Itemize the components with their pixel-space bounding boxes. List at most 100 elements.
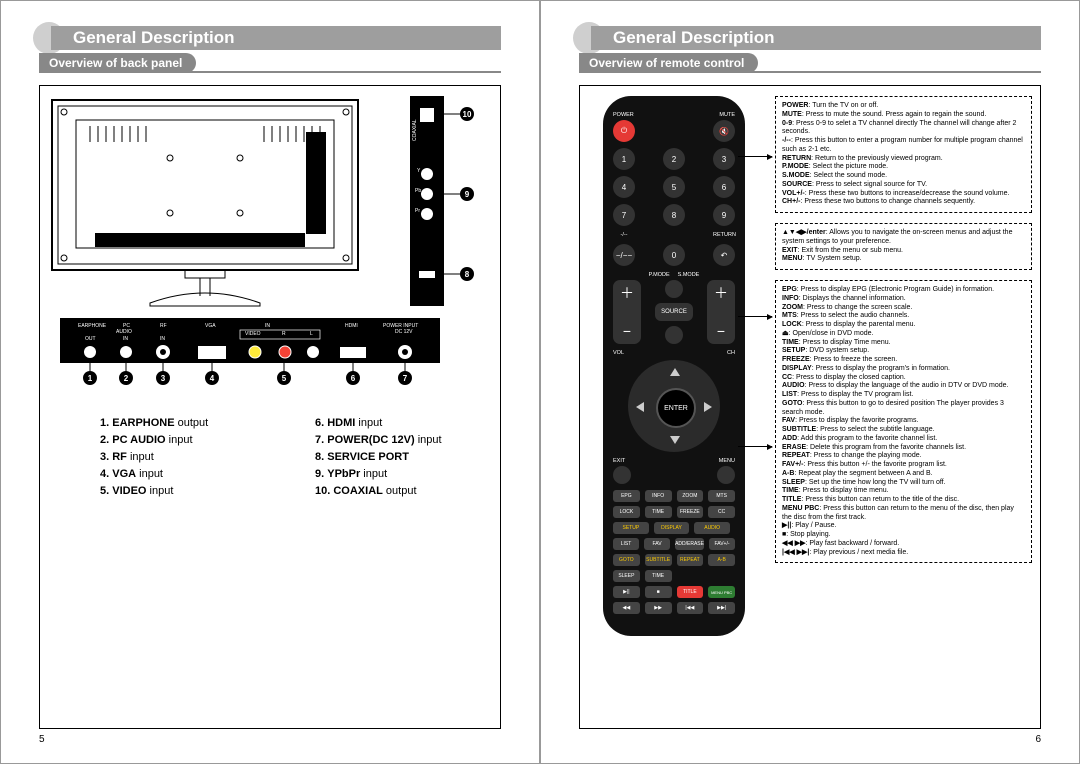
power-icon: ⏻ — [613, 120, 635, 142]
callout-2: 2 — [119, 371, 133, 385]
func-grid-1: EPGINFOZOOMMTS — [613, 490, 735, 502]
desc-line: TIME: Press to display time menu. — [782, 487, 1025, 496]
title-btn: TITLE — [677, 586, 704, 598]
desc-line: REPEAT: Press to change the playing mode… — [782, 452, 1025, 461]
func-btn: CC — [708, 506, 735, 518]
port-item: 5. VIDEO input — [100, 485, 275, 497]
desc-line: TIME: Press to display Time menu. — [782, 339, 1025, 348]
desc-line: POWER: Turn the TV on or off. — [782, 102, 1025, 111]
desc-line: LIST: Press to display the TV program li… — [782, 391, 1025, 400]
callout-9: 9 — [460, 187, 474, 201]
desc-line: EXIT: Exit from the menu or sub menu. — [782, 247, 1025, 256]
func-btn: MTS — [708, 490, 735, 502]
leader-2 — [738, 316, 772, 317]
desc-line: DISPLAY: Press to display the program's … — [782, 365, 1025, 374]
func-btn: EPG — [613, 490, 640, 502]
brand-logo: RCA — [613, 638, 735, 655]
desc-line: FAV+/-: Press this button +/- the favori… — [782, 461, 1025, 470]
svg-text:IN: IN — [265, 323, 270, 329]
transport-row: ▶|| ■ TITLE MENU PBC — [613, 586, 735, 598]
dpad: ENTER — [628, 360, 720, 452]
page-right: General Description Overview of remote c… — [540, 0, 1080, 764]
label-smode: S.MODE — [678, 272, 700, 278]
port-item: 4. VGA input — [100, 468, 275, 480]
svg-text:Pb: Pb — [415, 188, 421, 194]
port-item: 3. RF input — [100, 451, 275, 463]
num-0: 0 — [663, 244, 685, 266]
func-grid-6: SLEEP TIME — [613, 570, 735, 582]
callout-4: 4 — [205, 371, 219, 385]
svg-text:AUDIO: AUDIO — [116, 329, 132, 335]
num-8: 8 — [663, 204, 685, 226]
subsection-heading: Overview of back panel — [39, 53, 501, 73]
section-heading: General Description — [579, 25, 1041, 51]
desc-line: 0-9: Press 0-9 to selet a TV channel dir… — [782, 120, 1025, 138]
svg-text:COAXIAL: COAXIAL — [412, 119, 418, 141]
port-item: 9. YPbPr input — [315, 468, 490, 480]
content-frame: COAXIAL Y Pb Pr — [39, 85, 501, 729]
port-item: 7. POWER(DC 12V) input — [315, 434, 490, 446]
svg-text:OUT: OUT — [85, 336, 96, 342]
desc-line: CC: Press to display the closed caption. — [782, 374, 1025, 383]
vol-rocker: ＋− — [613, 280, 641, 344]
ff-icon: ▶▶ — [645, 602, 672, 614]
pmode-btn — [665, 280, 683, 298]
desc-line: ▶||: Play / Pause. — [782, 522, 1025, 531]
func-btn: A-B — [708, 554, 735, 566]
func-grid-2: LOCKTIMEFREEZECC — [613, 506, 735, 518]
source-btn: SOURCE — [655, 303, 693, 321]
func-btn: ZOOM — [677, 490, 704, 502]
prev-icon: |◀◀ — [677, 602, 704, 614]
port-item: 1. EARPHONE output — [100, 417, 275, 429]
port-item: 2. PC AUDIO input — [100, 434, 275, 446]
return-btn: ↶ — [713, 244, 735, 266]
callout-5: 5 — [277, 371, 291, 385]
desc-line: ADD: Add this program to the favorite ch… — [782, 435, 1025, 444]
desc-line: RETURN: Return to the previously viewed … — [782, 155, 1025, 164]
port-item: 10. COAXIAL output — [315, 485, 490, 497]
label-vol: VOL — [613, 350, 624, 356]
port-item: 8. SERVICE PORT — [315, 451, 490, 463]
func-btn: SUBTITLE — [645, 554, 672, 566]
desc-line: SOURCE: Press to select signal source fo… — [782, 181, 1025, 190]
num-1: 1 — [613, 148, 635, 170]
num-2: 2 — [663, 148, 685, 170]
page-spread: General Description Overview of back pan… — [0, 0, 1080, 764]
menu-btn — [717, 466, 735, 484]
callout-7: 7 — [398, 371, 412, 385]
func-btn: SETUP — [613, 522, 649, 534]
callout-1: 1 — [83, 371, 97, 385]
port-item: 6. HDMI input — [315, 417, 490, 429]
func-btn: AUDIO — [694, 522, 730, 534]
func-btn: FAV — [644, 538, 670, 550]
num-9: 9 — [713, 204, 735, 226]
func-btn: REPEAT — [677, 554, 704, 566]
svg-text:Pr: Pr — [415, 208, 420, 214]
play-pause-icon: ▶|| — [613, 586, 640, 598]
remote-illustration: POWERMUTE ⏻ 🔇 123 456 789 -/-- RETURN −/… — [594, 96, 754, 718]
func-grid-3: SETUPDISPLAYAUDIO — [613, 522, 735, 534]
svg-text:IN: IN — [123, 336, 128, 342]
leader-1 — [738, 156, 772, 157]
label-mute: MUTE — [719, 112, 735, 118]
bottom-ports-detail: EARPHONE PC AUDIO RF VGA IN VIDEO R L HD… — [60, 318, 440, 388]
desc-line: S.MODE: Select the sound mode. — [782, 172, 1025, 181]
desc-line: ◀◀ ▶▶: Play fast backward / forward. — [782, 540, 1025, 549]
h1-text: General Description — [73, 28, 235, 48]
desc-block: EPG: Press to display EPG (Electronic Pr… — [775, 280, 1032, 563]
func-btn: TIME — [645, 506, 672, 518]
leader-3 — [738, 446, 772, 447]
desc-line: ■: Stop playing. — [782, 531, 1025, 540]
svg-text:VIDEO: VIDEO — [245, 331, 261, 337]
desc-line: VOL+/-: Press these two buttons to incre… — [782, 190, 1025, 199]
menupbc-btn: MENU PBC — [708, 586, 735, 598]
func-btn: FREEZE — [677, 506, 704, 518]
desc-line: SUBTITLE: Press to select the subtitle l… — [782, 426, 1025, 435]
page-left: General Description Overview of back pan… — [0, 0, 540, 764]
desc-line: INFO: Displays the channel information. — [782, 295, 1025, 304]
page-number: 6 — [1035, 734, 1041, 745]
back-panel-illustration: COAXIAL Y Pb Pr — [50, 96, 490, 396]
desc-line: ZOOM: Press to change the screen scale. — [782, 304, 1025, 313]
tv-back-drawing — [50, 98, 360, 308]
svg-text:HDMI: HDMI — [345, 323, 358, 329]
